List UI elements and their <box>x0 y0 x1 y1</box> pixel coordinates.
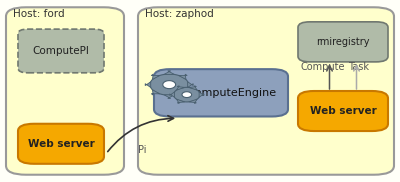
Text: Host: zaphod: Host: zaphod <box>145 9 214 19</box>
FancyBboxPatch shape <box>138 7 394 175</box>
FancyBboxPatch shape <box>298 22 388 62</box>
Polygon shape <box>182 92 192 98</box>
Polygon shape <box>164 95 174 98</box>
Polygon shape <box>199 92 204 97</box>
Polygon shape <box>176 99 185 104</box>
Text: Web server: Web server <box>310 106 376 116</box>
Text: Host: ford: Host: ford <box>13 9 65 19</box>
Polygon shape <box>170 92 174 97</box>
Polygon shape <box>151 74 160 80</box>
Polygon shape <box>189 86 197 90</box>
Polygon shape <box>176 86 185 90</box>
Text: Compute: Compute <box>300 62 344 72</box>
Polygon shape <box>151 90 160 95</box>
FancyBboxPatch shape <box>18 124 104 164</box>
Text: ComputePI: ComputePI <box>32 46 90 56</box>
Polygon shape <box>188 82 193 88</box>
Polygon shape <box>189 99 197 104</box>
Polygon shape <box>150 74 188 95</box>
Text: Pi: Pi <box>138 145 146 155</box>
FancyBboxPatch shape <box>154 69 288 116</box>
Text: rmiregistry: rmiregistry <box>316 37 370 47</box>
Polygon shape <box>164 71 174 74</box>
Text: Task: Task <box>348 62 369 72</box>
Polygon shape <box>163 81 176 89</box>
Text: ComputeEngine: ComputeEngine <box>187 88 276 98</box>
Polygon shape <box>178 74 187 80</box>
FancyBboxPatch shape <box>298 91 388 131</box>
Polygon shape <box>174 87 200 102</box>
FancyBboxPatch shape <box>6 7 124 175</box>
Polygon shape <box>178 90 187 95</box>
FancyBboxPatch shape <box>18 29 104 73</box>
Polygon shape <box>145 82 151 88</box>
Text: Web server: Web server <box>28 139 94 149</box>
